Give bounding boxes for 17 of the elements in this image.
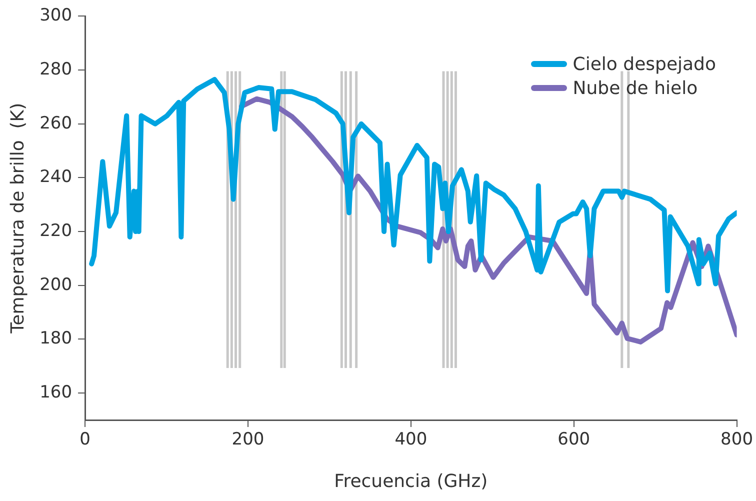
x-tick-label: 0 [80, 430, 90, 450]
y-axis-title: Temperatura de brillo (K) [7, 102, 28, 334]
y-tick-label: 200 [40, 274, 72, 295]
legend-label: Nube de hielo [572, 78, 698, 98]
y-tick-label: 160 [40, 382, 72, 402]
x-tick-label: 400 [394, 430, 428, 450]
legend-label: Cielo despejado [572, 54, 716, 74]
y-tick-label: 280 [40, 59, 72, 80]
y-tick-label: 300 [40, 6, 72, 26]
x-tick-label: 200 [232, 430, 264, 450]
x-tick-label: 800 [720, 430, 754, 450]
y-tick-label: 180 [40, 328, 72, 349]
x-axis-title: Frecuencia (GHz) [334, 470, 488, 492]
x-tick-label: 600 [558, 430, 590, 450]
y-tick-label: 220 [40, 220, 72, 241]
y-tick-label: 240 [40, 167, 72, 188]
y-tick-label: 260 [40, 113, 72, 134]
